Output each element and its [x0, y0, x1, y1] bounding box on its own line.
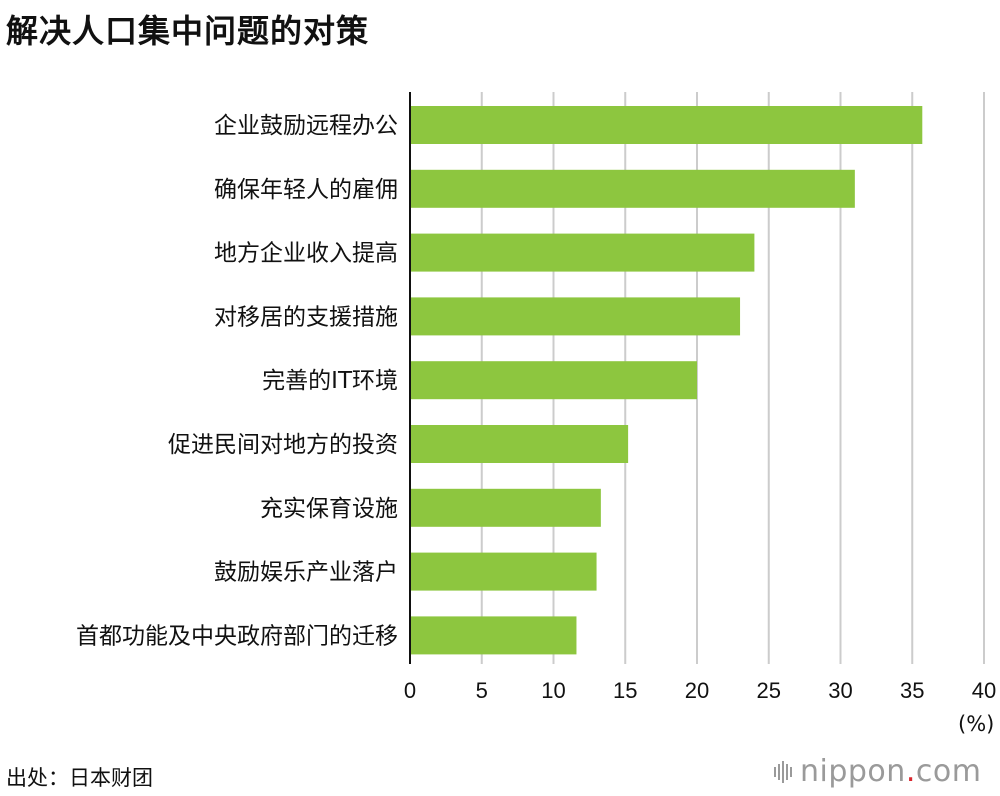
category-label: 促进民间对地方的投资	[168, 432, 398, 458]
unit-label: (%)	[958, 712, 995, 736]
category-label: 完善的IT环境	[262, 368, 398, 394]
x-tick-label: 30	[828, 678, 852, 703]
nippon-logo: nippon.com	[774, 754, 981, 789]
tick-labels: 0 5 10 15 20 25 30 35 40	[404, 678, 996, 703]
bar	[410, 616, 577, 655]
category-label: 确保年轻人的雇佣	[214, 177, 398, 203]
logo-mark-icon	[774, 760, 792, 783]
category-label: 充实保育设施	[260, 496, 398, 522]
bar	[410, 425, 629, 463]
x-tick-label: 25	[757, 678, 781, 703]
bar	[410, 106, 923, 144]
category-labels: 企业鼓励远程办公确保年轻人的雇佣地方企业收入提高对移居的支援措施完善的IT环境促…	[76, 113, 398, 649]
x-tick-label: 5	[476, 678, 488, 703]
category-label: 对移居的支援措施	[214, 304, 398, 330]
bar	[410, 233, 755, 272]
bar	[410, 169, 855, 208]
chart-title: 解决人口集中问题的对策	[6, 12, 370, 50]
x-tick-label: 10	[541, 678, 565, 703]
category-label: 地方企业收入提高	[214, 241, 398, 267]
source-note: 出处：日本财团	[6, 766, 153, 790]
bars	[410, 106, 923, 655]
category-label: 企业鼓励远程办公	[214, 113, 398, 139]
x-tick-label: 35	[900, 678, 924, 703]
bar	[410, 552, 597, 591]
x-tick-label: 20	[685, 678, 709, 703]
x-tick-label: 15	[613, 678, 637, 703]
category-label: 首都功能及中央政府部门的迁移	[76, 623, 398, 649]
logo-text: nippon.com	[800, 754, 982, 789]
bar	[410, 361, 697, 400]
x-tick-label: 0	[404, 678, 416, 703]
bar	[410, 297, 741, 336]
x-tick-label: 40	[972, 678, 996, 703]
category-label: 鼓励娱乐产业落户	[214, 560, 398, 586]
bar	[410, 488, 601, 527]
